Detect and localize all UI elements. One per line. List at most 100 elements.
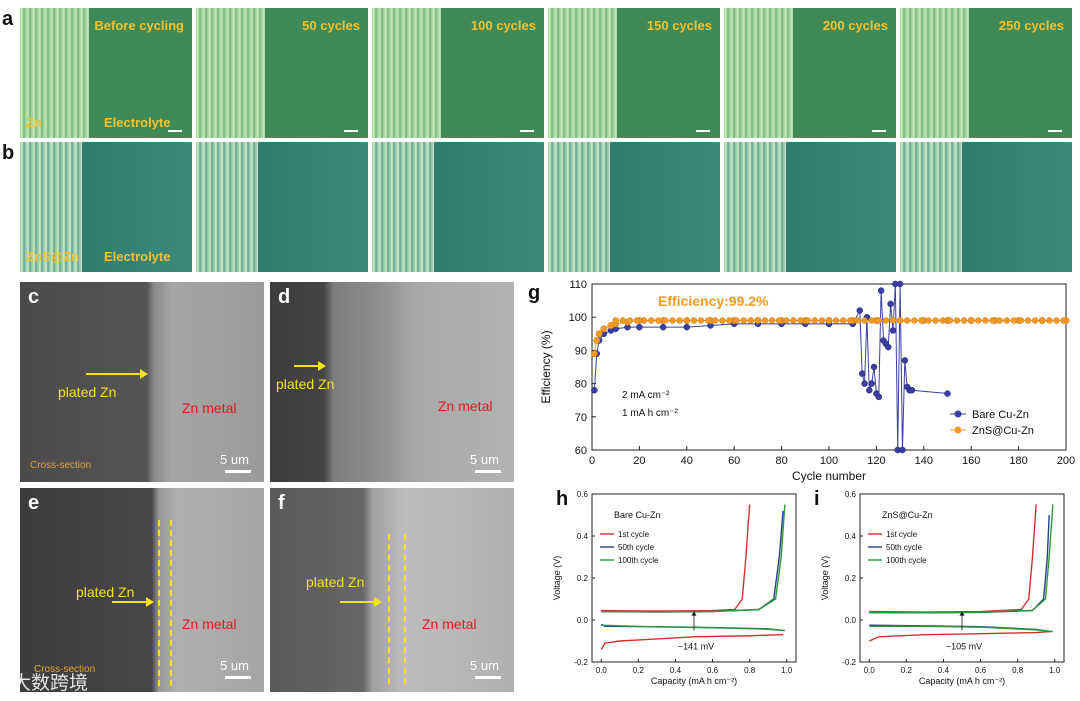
optical-image: ZnS@Zn Electrolyte — [20, 142, 192, 272]
data-point — [885, 343, 892, 351]
optical-image: 150 cycles — [548, 8, 720, 138]
data-point — [832, 317, 840, 324]
data-point — [719, 317, 726, 324]
arrow-icon — [959, 611, 965, 616]
data-point — [887, 300, 894, 308]
data-point — [612, 317, 619, 324]
y-tick-label: 0.0 — [577, 616, 589, 625]
data-point — [775, 317, 783, 324]
data-point — [1024, 317, 1032, 324]
x-tick-label: 0.0 — [864, 666, 876, 675]
data-point — [1046, 317, 1053, 324]
voltage-curve — [601, 624, 785, 632]
y-tick-label: 0.6 — [845, 490, 857, 499]
data-point — [866, 386, 873, 394]
sem-image-d: d plated Zn Zn metal 5 um — [270, 282, 514, 482]
data-point — [811, 317, 819, 324]
data-point — [626, 317, 634, 324]
data-point — [953, 317, 961, 324]
scale-bar — [475, 676, 501, 679]
x-tick-label: 80 — [775, 455, 787, 467]
y-axis-label: Efficiency (%) — [539, 330, 553, 403]
zn-metal-label: Zn metal — [182, 400, 237, 416]
optical-image — [900, 142, 1072, 272]
panel-letter-h: h — [556, 488, 569, 510]
data-point — [996, 317, 1003, 324]
panel-letter-b: b — [2, 142, 15, 164]
series-line — [593, 283, 948, 451]
chart-title: ZnS@Cu-Zn — [882, 510, 933, 520]
data-point — [896, 317, 904, 324]
data-point — [847, 317, 854, 324]
data-point — [659, 323, 667, 331]
voltage-curve — [601, 504, 751, 612]
scale-bar-label: 5 um — [220, 452, 249, 467]
data-point — [982, 317, 989, 324]
data-point — [868, 380, 875, 387]
scale-bar — [520, 130, 534, 132]
data-point — [797, 317, 804, 324]
data-point — [889, 327, 897, 334]
y-tick-label: 0.4 — [845, 532, 857, 541]
x-tick-label: 0.6 — [975, 666, 987, 675]
data-point — [690, 317, 698, 324]
data-point — [790, 317, 797, 324]
scale-bar — [1048, 130, 1062, 132]
cycle-caption: 150 cycles — [646, 18, 712, 33]
data-point — [875, 317, 883, 324]
voltage-curve — [600, 634, 784, 650]
voltage-curve — [869, 625, 1053, 633]
efficiency-annotation: Efficiency:99.2% — [658, 293, 769, 309]
data-point — [903, 317, 911, 324]
dashed-boundary — [170, 520, 172, 686]
data-point — [619, 317, 627, 324]
x-tick-label: 0 — [589, 455, 595, 467]
legend-marker — [954, 426, 962, 434]
electrolyte-label: Electrolyte — [104, 249, 171, 264]
voltage-curve — [601, 504, 786, 613]
electrode-label: Zn — [26, 115, 42, 130]
data-point — [683, 317, 691, 324]
panel-letter-f: f — [278, 492, 285, 514]
legend-label: 1st cycle — [618, 530, 650, 539]
legend-label: Bare Cu-Zn — [972, 409, 1029, 421]
y-tick-label: 110 — [569, 279, 587, 291]
data-point — [591, 386, 598, 394]
plated-zn-label: plated Zn — [276, 376, 335, 392]
panel-letter-i: i — [814, 488, 820, 510]
dashed-boundary — [158, 520, 160, 686]
zn-metal-label: Zn metal — [422, 616, 477, 632]
scale-bar — [168, 130, 182, 132]
data-point — [877, 287, 885, 294]
data-point — [856, 307, 864, 314]
voltage-curve — [869, 504, 1054, 614]
x-tick-label: 0.8 — [744, 666, 756, 675]
dashed-boundary — [404, 534, 406, 684]
dashed-boundary — [388, 534, 390, 684]
data-point — [726, 317, 733, 324]
zn-metal-label: Zn metal — [438, 398, 493, 414]
voltage-curve — [868, 630, 1052, 642]
data-point — [636, 323, 643, 331]
data-point — [868, 317, 875, 324]
data-point — [590, 350, 598, 358]
data-point — [960, 317, 968, 324]
data-point — [861, 317, 868, 324]
data-point — [783, 317, 790, 324]
x-tick-label: 1.0 — [1049, 666, 1061, 675]
data-point — [882, 317, 890, 324]
x-tick-label: 20 — [633, 455, 645, 467]
panel-letter-e: e — [28, 492, 40, 514]
y-tick-label: 0.0 — [845, 616, 857, 625]
data-point — [911, 317, 918, 324]
data-point — [896, 280, 904, 288]
optical-image — [196, 142, 368, 272]
optical-image: 200 cycles — [724, 8, 896, 138]
data-point — [901, 357, 909, 364]
y-tick-label: 100 — [569, 312, 587, 324]
data-point — [662, 317, 669, 324]
cross-section-label: Cross-section — [30, 460, 92, 471]
optical-image: Before cycling Zn Electrolyte — [20, 8, 192, 138]
data-point — [975, 317, 982, 324]
x-tick-label: 160 — [962, 455, 980, 467]
